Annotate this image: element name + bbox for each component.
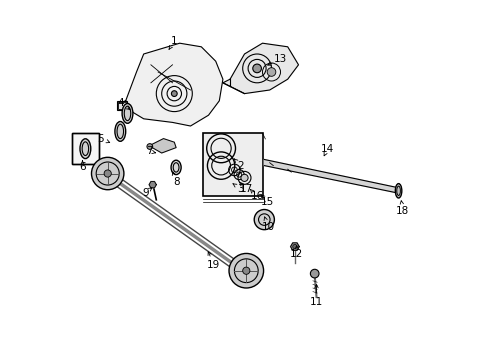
Circle shape	[241, 174, 247, 181]
Ellipse shape	[122, 104, 133, 123]
Circle shape	[266, 68, 275, 76]
Circle shape	[252, 64, 261, 73]
Text: 10: 10	[261, 222, 274, 232]
Ellipse shape	[80, 139, 91, 159]
Text: 15: 15	[261, 197, 274, 207]
Text: 4: 4	[117, 98, 123, 108]
Text: 7: 7	[145, 146, 152, 156]
Circle shape	[171, 91, 177, 96]
Ellipse shape	[115, 122, 125, 141]
Text: 12: 12	[289, 249, 303, 259]
Polygon shape	[149, 181, 156, 188]
Text: 14: 14	[320, 144, 333, 154]
Ellipse shape	[171, 160, 181, 175]
Text: 1: 1	[171, 36, 177, 46]
Polygon shape	[264, 159, 395, 193]
Circle shape	[146, 144, 152, 149]
Text: 2: 2	[237, 161, 244, 171]
Text: 19: 19	[207, 260, 220, 270]
Text: 8: 8	[172, 177, 179, 187]
Text: 17: 17	[239, 184, 252, 194]
FancyBboxPatch shape	[117, 101, 127, 110]
Polygon shape	[290, 243, 299, 250]
Circle shape	[104, 170, 111, 177]
Text: 11: 11	[309, 297, 323, 307]
Text: 5: 5	[97, 134, 103, 144]
Text: 16: 16	[250, 191, 263, 201]
Text: 18: 18	[395, 206, 408, 216]
Text: 6: 6	[79, 162, 85, 172]
Polygon shape	[223, 43, 298, 94]
Ellipse shape	[394, 184, 401, 198]
Circle shape	[228, 253, 263, 288]
Circle shape	[292, 244, 296, 249]
Circle shape	[91, 157, 123, 190]
Text: 9: 9	[142, 188, 148, 198]
Polygon shape	[120, 43, 223, 126]
FancyBboxPatch shape	[203, 133, 262, 196]
Circle shape	[254, 210, 274, 230]
Circle shape	[242, 267, 249, 274]
Polygon shape	[149, 139, 176, 153]
Text: 13: 13	[273, 54, 286, 64]
Text: 3: 3	[237, 184, 244, 194]
FancyBboxPatch shape	[72, 133, 99, 164]
Circle shape	[310, 269, 318, 278]
